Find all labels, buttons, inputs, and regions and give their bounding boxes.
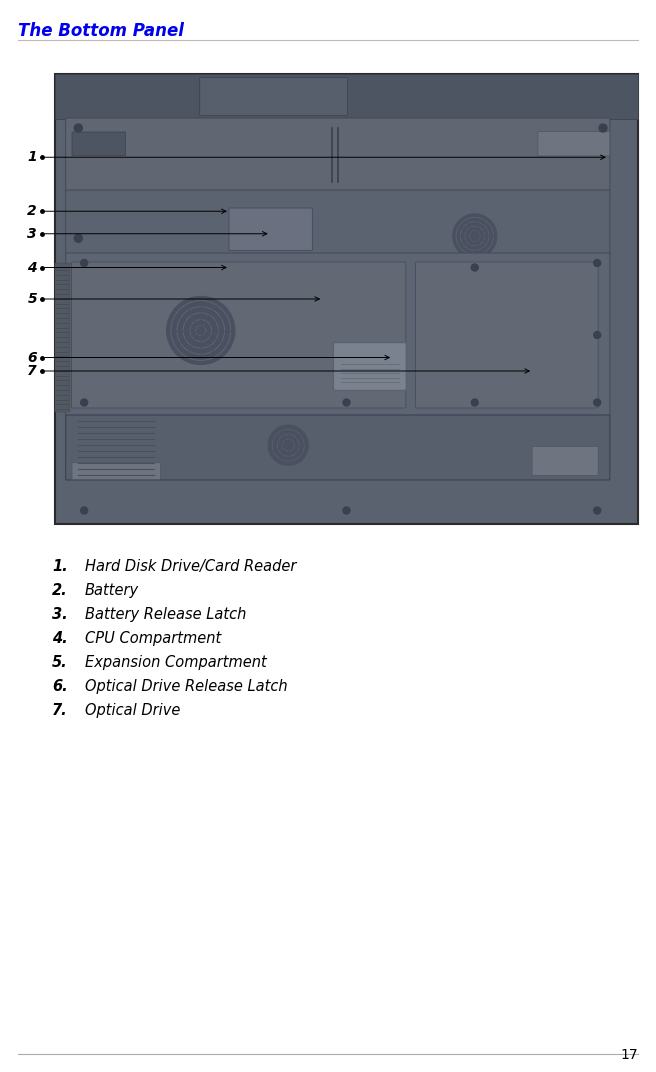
Circle shape bbox=[81, 259, 88, 267]
Circle shape bbox=[471, 399, 478, 406]
Circle shape bbox=[594, 331, 601, 339]
FancyBboxPatch shape bbox=[415, 262, 598, 408]
Text: 2.: 2. bbox=[52, 583, 68, 598]
Text: 7.: 7. bbox=[52, 703, 68, 718]
Text: CPU Compartment: CPU Compartment bbox=[85, 631, 221, 646]
FancyBboxPatch shape bbox=[66, 415, 610, 480]
FancyBboxPatch shape bbox=[72, 463, 161, 479]
FancyBboxPatch shape bbox=[229, 208, 312, 251]
Text: Hard Disk Drive/Card Reader: Hard Disk Drive/Card Reader bbox=[85, 559, 297, 574]
Text: 4.: 4. bbox=[52, 631, 68, 646]
Bar bbox=[55, 74, 638, 119]
Circle shape bbox=[599, 124, 607, 132]
Text: 2: 2 bbox=[28, 205, 37, 219]
Circle shape bbox=[167, 297, 235, 364]
Circle shape bbox=[594, 507, 601, 513]
Circle shape bbox=[81, 399, 88, 406]
Text: Battery: Battery bbox=[85, 583, 139, 598]
Circle shape bbox=[268, 426, 308, 465]
Text: 7: 7 bbox=[28, 364, 37, 378]
Text: 4: 4 bbox=[28, 260, 37, 274]
Circle shape bbox=[471, 264, 478, 271]
Text: 1.: 1. bbox=[52, 559, 68, 574]
FancyBboxPatch shape bbox=[66, 118, 610, 192]
Circle shape bbox=[343, 507, 350, 513]
Text: Optical Drive Release Latch: Optical Drive Release Latch bbox=[85, 679, 287, 694]
Circle shape bbox=[74, 235, 82, 242]
Bar bbox=[55, 74, 638, 524]
Text: 5: 5 bbox=[28, 292, 37, 306]
Bar bbox=[55, 263, 70, 412]
Text: 6: 6 bbox=[28, 351, 37, 364]
Circle shape bbox=[594, 259, 601, 267]
Circle shape bbox=[81, 507, 88, 513]
FancyBboxPatch shape bbox=[72, 132, 125, 155]
Text: Battery Release Latch: Battery Release Latch bbox=[85, 607, 247, 622]
Text: 17: 17 bbox=[621, 1048, 638, 1062]
Circle shape bbox=[343, 399, 350, 406]
FancyBboxPatch shape bbox=[538, 132, 610, 157]
FancyBboxPatch shape bbox=[532, 447, 598, 476]
Circle shape bbox=[74, 124, 82, 132]
Text: 3: 3 bbox=[28, 227, 37, 241]
Text: 3.: 3. bbox=[52, 607, 68, 622]
Text: Optical Drive: Optical Drive bbox=[85, 703, 180, 718]
FancyBboxPatch shape bbox=[199, 77, 348, 116]
FancyBboxPatch shape bbox=[72, 262, 406, 408]
Text: 5.: 5. bbox=[52, 655, 68, 670]
Circle shape bbox=[594, 399, 601, 406]
FancyBboxPatch shape bbox=[66, 253, 610, 417]
Circle shape bbox=[453, 214, 497, 258]
Text: Expansion Compartment: Expansion Compartment bbox=[85, 655, 267, 670]
Text: The Bottom Panel: The Bottom Panel bbox=[18, 23, 184, 40]
FancyBboxPatch shape bbox=[66, 190, 610, 255]
Text: 6.: 6. bbox=[52, 679, 68, 694]
Text: 1: 1 bbox=[28, 150, 37, 164]
FancyBboxPatch shape bbox=[333, 342, 406, 390]
